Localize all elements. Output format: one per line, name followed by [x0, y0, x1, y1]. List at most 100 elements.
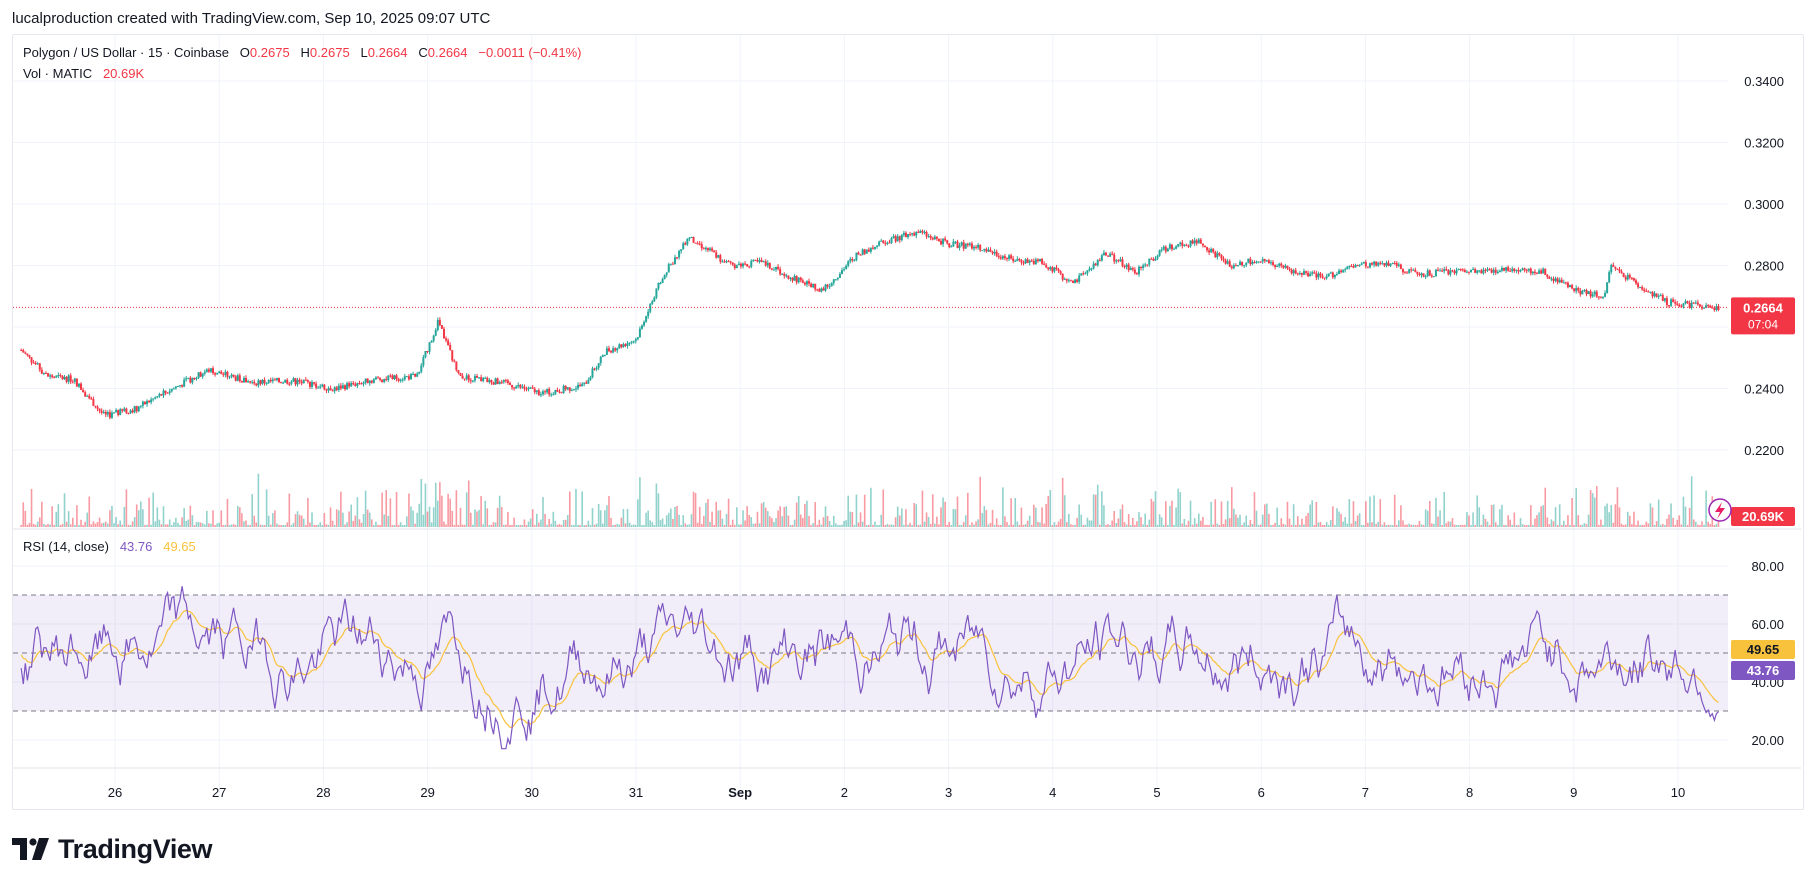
volume-bar	[944, 501, 946, 527]
volume-bar	[1715, 523, 1718, 527]
candle-body	[207, 369, 210, 372]
volume-bar	[1464, 524, 1466, 527]
volume-bar	[53, 524, 56, 527]
volume-label[interactable]: Vol · MATIC	[23, 66, 93, 81]
candle-body	[216, 373, 219, 375]
volume-bar	[993, 524, 996, 527]
candle-body	[1144, 264, 1147, 266]
candle-body	[972, 246, 975, 249]
symbol-legend: Polygon / US Dollar · 15 · Coinbase O0.2…	[23, 45, 582, 60]
candle-body	[304, 379, 307, 381]
volume-bar	[804, 504, 806, 527]
candle-body	[40, 369, 43, 374]
volume-bar	[1544, 487, 1547, 527]
volume-bar	[416, 512, 418, 527]
volume-bar	[1206, 524, 1208, 527]
candle-body	[1620, 271, 1623, 274]
volume-bar	[1121, 504, 1124, 527]
volume-bar	[905, 509, 907, 527]
change-value: −0.0011 (−0.41%)	[478, 45, 582, 60]
candle-body	[1286, 265, 1289, 269]
volume-bar	[1505, 524, 1507, 527]
candle-body	[1713, 307, 1716, 310]
volume-bar	[267, 515, 270, 527]
volume-bar	[878, 524, 880, 527]
volume-bar	[1090, 520, 1093, 527]
volume-bar	[1305, 515, 1307, 527]
candle-body	[692, 236, 695, 243]
volume-bar	[1398, 520, 1400, 527]
volume-bar	[709, 521, 711, 527]
volume-bar	[1583, 523, 1586, 527]
volume-bar	[736, 507, 738, 527]
candle-body	[381, 379, 384, 382]
volume-bar	[1082, 524, 1085, 527]
time-axis-label: 5	[1153, 785, 1160, 800]
candle-body	[185, 378, 188, 380]
candle-body	[1626, 274, 1629, 280]
volume-bar	[591, 508, 594, 527]
candle-body	[977, 244, 980, 248]
candle-body	[1488, 269, 1491, 271]
volume-bar	[733, 524, 736, 527]
candle-body	[814, 283, 817, 290]
candle-body	[1397, 264, 1400, 266]
volume-bar	[325, 524, 328, 527]
rsi-label[interactable]: RSI (14, close)	[23, 539, 109, 554]
volume-bar	[100, 523, 103, 527]
candle-body	[616, 348, 619, 351]
candle-body	[1160, 249, 1163, 251]
candle-body	[1189, 240, 1192, 247]
volume-bar	[1101, 491, 1103, 527]
time-axis-label: 9	[1570, 785, 1577, 800]
volume-bar	[117, 524, 119, 527]
low-value: 0.2664	[367, 45, 408, 60]
candle-body	[787, 275, 790, 279]
symbol-title[interactable]: Polygon / US Dollar · 15 · Coinbase	[23, 45, 229, 60]
volume-bar	[432, 507, 435, 527]
volume-bar	[71, 517, 74, 527]
volume-bar	[1251, 523, 1254, 527]
candle-body	[1232, 265, 1235, 269]
candle-body	[1084, 273, 1087, 275]
candle-body	[172, 388, 175, 390]
candle-body	[1639, 287, 1642, 289]
volume-bar	[1573, 524, 1575, 527]
candle-body	[909, 234, 912, 236]
candle-body	[1173, 248, 1176, 250]
candle-body	[490, 380, 493, 383]
candle-body	[294, 378, 297, 385]
volume-bar	[670, 508, 672, 527]
candle-body	[686, 238, 689, 245]
volume-bar	[379, 524, 381, 527]
volume-bar	[1468, 515, 1470, 527]
volume-bar	[552, 511, 555, 527]
tradingview-logo[interactable]: TradingView	[12, 832, 213, 866]
candle-body	[502, 380, 505, 383]
candle-body	[92, 399, 95, 406]
volume-bar	[1024, 524, 1027, 527]
candle-body	[690, 236, 693, 238]
candle-body	[1080, 273, 1083, 276]
volume-bar	[952, 508, 955, 527]
volume-bar	[102, 522, 105, 527]
candle-body	[426, 350, 429, 352]
volume-bar	[1280, 518, 1283, 527]
volume-bar	[38, 517, 41, 527]
candle-body	[607, 348, 610, 352]
candle-body	[28, 355, 31, 358]
volume-bar	[1148, 519, 1151, 527]
volume-bar	[647, 510, 649, 527]
candle-body	[1298, 272, 1301, 275]
candle-body	[779, 269, 782, 275]
volume-bar	[278, 524, 280, 527]
candle-body	[682, 243, 685, 250]
volume-bar	[1371, 522, 1373, 527]
volume-bar	[1043, 523, 1045, 527]
time-axis-label: Sep	[728, 785, 752, 800]
volume-bar	[1111, 520, 1113, 527]
volume-bar	[764, 507, 767, 527]
rsi-ma-tag-bg	[1731, 640, 1795, 659]
volume-bar	[847, 495, 849, 527]
